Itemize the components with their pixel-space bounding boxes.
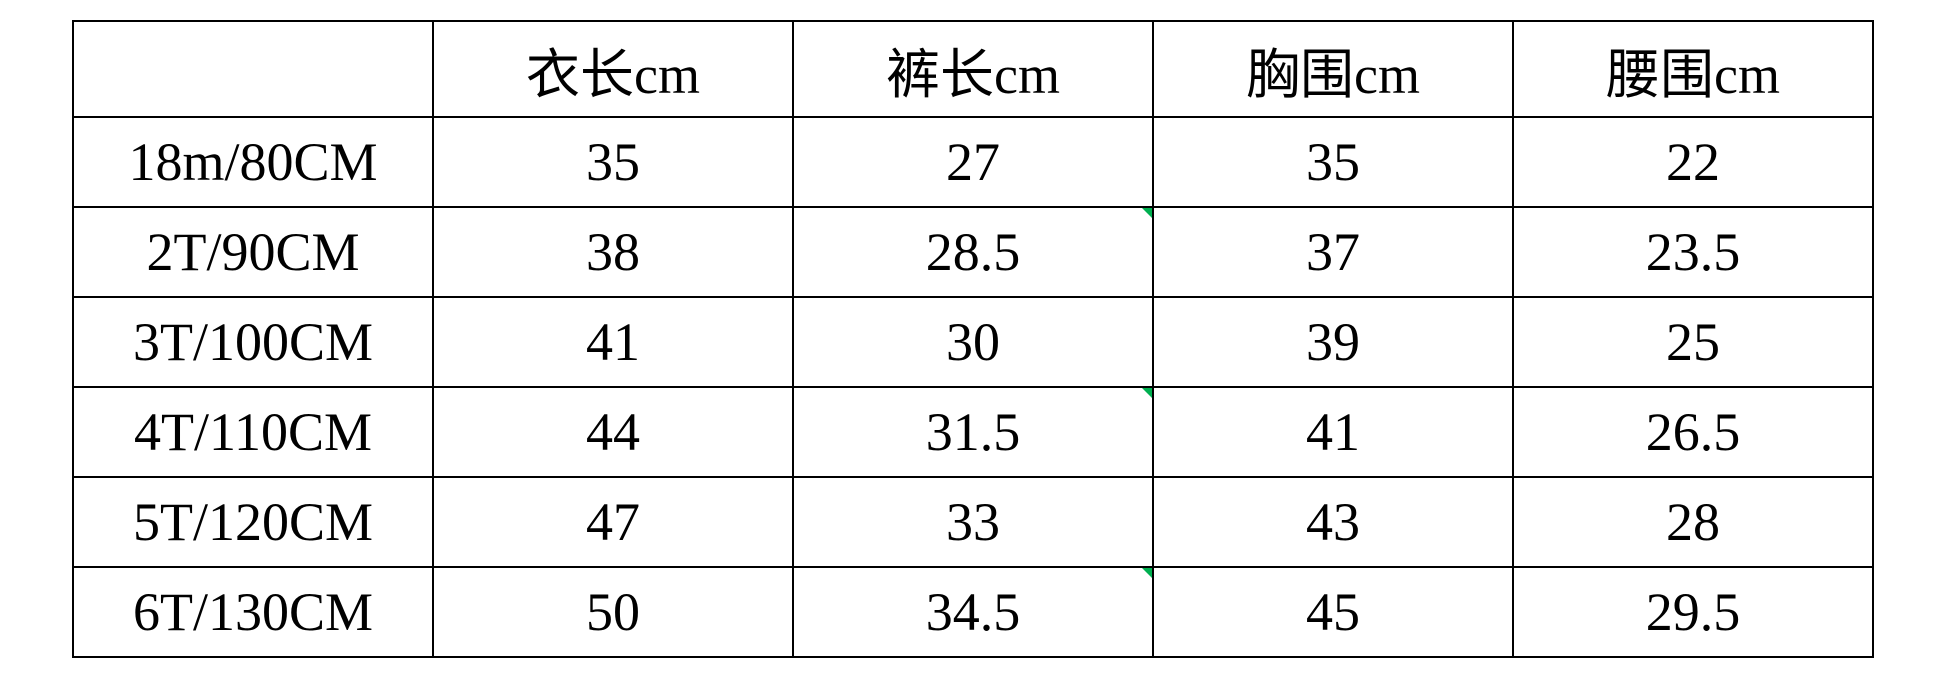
cell-value: 31.5 (793, 387, 1153, 477)
cell-value: 33 (793, 477, 1153, 567)
cell-size: 6T/130CM (73, 567, 433, 657)
cell-value: 27 (793, 117, 1153, 207)
cell-value: 29.5 (1513, 567, 1873, 657)
table-row: 18m/80CM35273522 (73, 117, 1873, 207)
cell-value: 30 (793, 297, 1153, 387)
cell-value: 50 (433, 567, 793, 657)
table-row: 4T/110CM4431.54126.5 (73, 387, 1873, 477)
header-size (73, 21, 433, 117)
cell-value: 43 (1153, 477, 1513, 567)
cell-value: 35 (433, 117, 793, 207)
table-body: 18m/80CM352735222T/90CM3828.53723.53T/10… (73, 117, 1873, 657)
cell-value: 28 (1513, 477, 1873, 567)
table-row: 3T/100CM41303925 (73, 297, 1873, 387)
cell-value: 25 (1513, 297, 1873, 387)
cell-value: 39 (1153, 297, 1513, 387)
cell-size: 3T/100CM (73, 297, 433, 387)
cell-value: 37 (1153, 207, 1513, 297)
cell-size: 4T/110CM (73, 387, 433, 477)
cell-value: 23.5 (1513, 207, 1873, 297)
cell-value: 22 (1513, 117, 1873, 207)
cell-value: 41 (433, 297, 793, 387)
size-chart-table: 衣长cm 裤长cm 胸围cm 腰围cm 18m/80CM352735222T/9… (72, 20, 1874, 658)
cell-value: 41 (1153, 387, 1513, 477)
cell-value: 28.5 (793, 207, 1153, 297)
cell-value: 47 (433, 477, 793, 567)
cell-value: 34.5 (793, 567, 1153, 657)
header-clothing-length: 衣长cm (433, 21, 793, 117)
cell-value: 45 (1153, 567, 1513, 657)
header-pants-length: 裤长cm (793, 21, 1153, 117)
size-chart-container: 衣长cm 裤长cm 胸围cm 腰围cm 18m/80CM352735222T/9… (72, 20, 1874, 658)
cell-value: 35 (1153, 117, 1513, 207)
cell-size: 18m/80CM (73, 117, 433, 207)
header-waist: 腰围cm (1513, 21, 1873, 117)
table-row: 5T/120CM47334328 (73, 477, 1873, 567)
cell-value: 44 (433, 387, 793, 477)
table-row: 2T/90CM3828.53723.5 (73, 207, 1873, 297)
table-row: 6T/130CM5034.54529.5 (73, 567, 1873, 657)
cell-value: 26.5 (1513, 387, 1873, 477)
header-chest: 胸围cm (1153, 21, 1513, 117)
cell-value: 38 (433, 207, 793, 297)
cell-size: 5T/120CM (73, 477, 433, 567)
cell-size: 2T/90CM (73, 207, 433, 297)
table-header-row: 衣长cm 裤长cm 胸围cm 腰围cm (73, 21, 1873, 117)
